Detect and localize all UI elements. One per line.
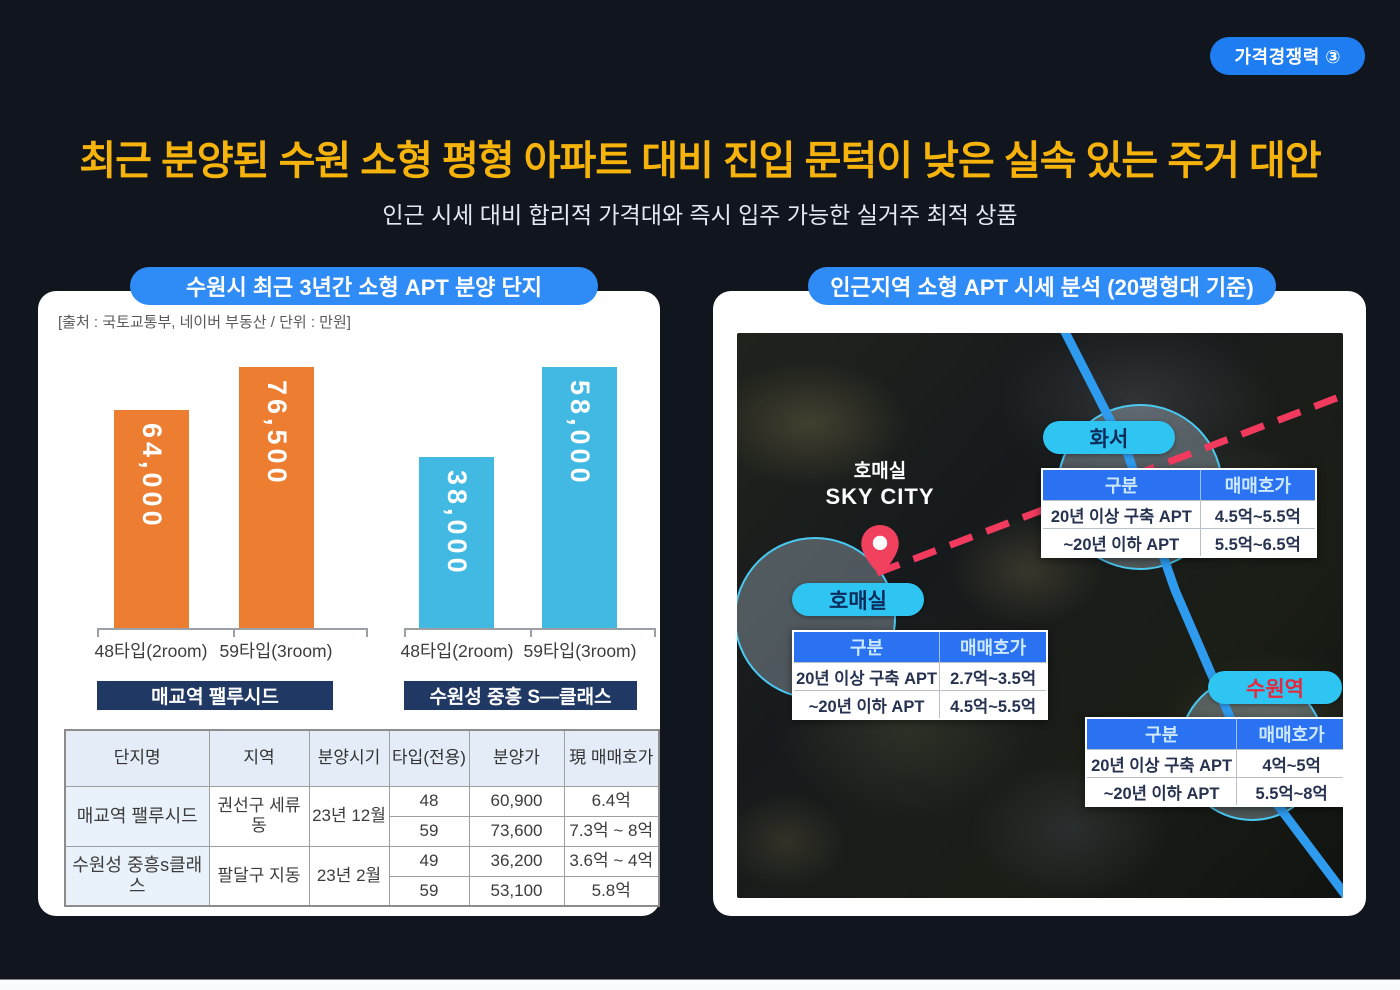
- map-table-header-cell: 매매호가: [1237, 719, 1343, 749]
- table-header-row: 단지명 지역 분양시기 타입(전용) 분양가 現 매매호가: [64, 729, 660, 787]
- price-table-hwaseo: 구분 매매호가 20년 이상 구축 APT 4.5억~5.5억 ~20년 이하 …: [1041, 468, 1317, 558]
- type-cell: 59: [388, 875, 470, 907]
- date-cell: 23년 12월: [308, 785, 390, 847]
- bar-value: 64,000: [137, 423, 167, 530]
- offering-table: 단지명 지역 분양시기 타입(전용) 분양가 現 매매호가 매교역 팰루시드 권…: [64, 729, 660, 907]
- table-row: 매교역 팰루시드 권선구 세류동 23년 12월 48 60,900 6.4억: [64, 785, 660, 847]
- rail-line: [1060, 333, 1343, 898]
- current-price-cell: 6.4억: [563, 785, 660, 817]
- axis-tick: [366, 628, 368, 637]
- col-header: 지역: [208, 729, 310, 787]
- price-competitiveness-badge: 가격경쟁력 ③: [1210, 37, 1365, 75]
- map-table-cell: 5.5억~6.5억: [1200, 528, 1315, 556]
- right-panel-card: 호매실 SKY CITY 화서 구분 매매호가 20년 이상 구축 APT 4.…: [713, 291, 1366, 916]
- area-pill-suwon-station: 수원역: [1208, 671, 1342, 704]
- axis-tick: [530, 628, 532, 637]
- right-panel-title: 인근지역 소형 APT 시세 분석 (20평형대 기준): [808, 267, 1276, 305]
- price-cell: 36,200: [468, 845, 565, 877]
- bottom-edge-strip: [0, 979, 1400, 990]
- col-header: 분양시기: [308, 729, 390, 787]
- current-price-cell: 7.3억 ~ 8억: [563, 815, 660, 847]
- bar-group-suwonseong: 38,000 58,000: [404, 367, 656, 637]
- axis-tick: [232, 628, 235, 637]
- map-table-cell: 4억~5억: [1237, 749, 1343, 777]
- price-cell: 73,600: [468, 815, 565, 847]
- map-table-header-cell: 구분: [1043, 470, 1201, 500]
- satellite-map: 호매실 SKY CITY 화서 구분 매매호가 20년 이상 구축 APT 4.…: [737, 333, 1343, 898]
- map-table-cell: 5.5억~8억: [1237, 777, 1343, 805]
- map-pin-icon: [861, 525, 899, 580]
- bar-value: 76,500: [262, 380, 292, 487]
- map-table-header-cell: 매매호가: [1200, 470, 1315, 500]
- category-label: 59타입(3room): [219, 641, 333, 661]
- bar-group-maegyo: 64,000 76,500: [97, 367, 368, 637]
- complex-name-cell: 매교역 팰루시드: [64, 785, 210, 847]
- category-label: 48타입(2room): [94, 641, 208, 661]
- axis-tick: [654, 628, 656, 637]
- type-cell: 49: [388, 845, 470, 877]
- sky-city-label-line1: 호매실: [853, 461, 907, 482]
- current-price-cell: 3.6억 ~ 4억: [563, 845, 660, 877]
- map-table-cell: ~20년 이하 APT: [794, 690, 941, 718]
- bar: 76,500: [239, 367, 314, 628]
- axis-tick: [404, 628, 406, 637]
- price-table-homaesil: 구분 매매호가 20년 이상 구축 APT 2.7억~3.5억 ~20년 이하 …: [792, 630, 1048, 720]
- table-row: 수원성 중흥s클래스 팔달구 지동 23년 2월 49 36,200 3.6억 …: [64, 845, 660, 907]
- axis-tick: [97, 628, 99, 637]
- map-table-header-cell: 구분: [1087, 719, 1238, 749]
- type-cell: 59: [388, 815, 470, 847]
- map-table-cell: 20년 이상 구축 APT: [1043, 500, 1201, 528]
- bar: 64,000: [114, 410, 189, 628]
- bar-value: 38,000: [442, 470, 472, 577]
- map-table-header-cell: 매매호가: [940, 632, 1046, 662]
- bar: 38,000: [419, 457, 494, 628]
- left-panel-card: [출처 : 국토교통부, 네이버 부동산 / 단위 : 만원] 64,000 7…: [38, 291, 660, 916]
- district-cell: 팔달구 지동: [208, 845, 310, 907]
- page-title: 최근 분양된 수원 소형 평형 아파트 대비 진입 문턱이 낮은 실속 있는 주…: [79, 139, 1321, 183]
- table-row: 59 53,100 5.8억: [65, 875, 660, 907]
- bar: 58,000: [542, 367, 617, 628]
- price-cell: 53,100: [468, 875, 565, 907]
- col-header: 단지명: [64, 729, 210, 787]
- complex-label-maegyo: 매교역 팰루시드: [97, 681, 333, 710]
- sky-city-label-line2: SKY CITY: [825, 483, 935, 509]
- bar-value: 58,000: [565, 380, 595, 487]
- table-row: 59 73,600 7.3억 ~ 8억: [65, 815, 660, 847]
- price-table-suwon-station: 구분 매매호가 20년 이상 구축 APT 4억~5억 ~20년 이하 APT …: [1085, 717, 1343, 807]
- complex-label-suwonseong: 수원성 중흥 S—클래스: [404, 681, 637, 710]
- col-header: 타입(전용): [388, 729, 470, 787]
- current-price-cell: 5.8억: [563, 875, 660, 907]
- page-subtitle: 인근 시세 대비 합리적 가격대와 즉시 입주 가능한 실거주 최적 상품: [382, 202, 1018, 228]
- type-cell: 48: [388, 785, 470, 817]
- district-cell: 권선구 세류동: [208, 785, 310, 847]
- date-cell: 23년 2월: [308, 845, 390, 907]
- map-table-cell: ~20년 이하 APT: [1043, 528, 1201, 556]
- complex-name-cell: 수원성 중흥s클래스: [64, 845, 210, 907]
- category-label: 48타입(2room): [400, 641, 514, 661]
- price-cell: 60,900: [468, 785, 565, 817]
- map-table-header-cell: 구분: [794, 632, 941, 662]
- source-note: [출처 : 국토교통부, 네이버 부동산 / 단위 : 만원]: [58, 314, 351, 331]
- category-label: 59타입(3room): [523, 641, 637, 661]
- map-table-cell: ~20년 이하 APT: [1087, 777, 1238, 805]
- col-header: 분양가: [468, 729, 565, 787]
- sky-city-label: 호매실 SKY CITY: [780, 461, 980, 510]
- map-table-cell: 2.7억~3.5억: [940, 662, 1046, 690]
- area-pill-hwaseo: 화서: [1043, 421, 1175, 454]
- map-table-cell: 20년 이상 구축 APT: [794, 662, 941, 690]
- map-table-cell: 4.5억~5.5억: [1200, 500, 1315, 528]
- area-pill-homaesil: 호매실: [792, 583, 924, 616]
- map-table-cell: 20년 이상 구축 APT: [1087, 749, 1238, 777]
- map-table-cell: 4.5억~5.5억: [940, 690, 1046, 718]
- col-header: 現 매매호가: [563, 729, 660, 787]
- left-panel-title: 수원시 최근 3년간 소형 APT 분양 단지: [130, 267, 598, 305]
